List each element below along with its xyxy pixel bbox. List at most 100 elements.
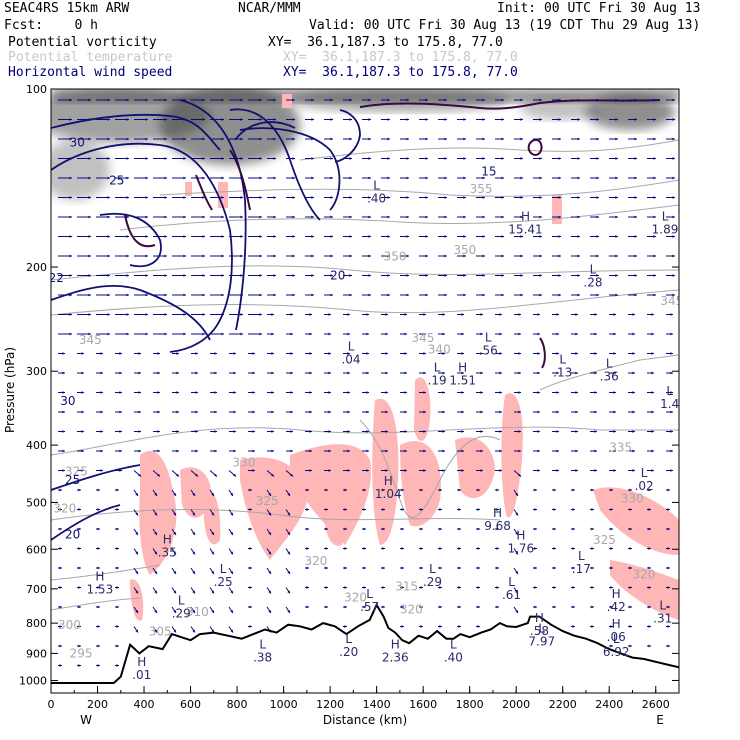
wind-arrowhead [572, 605, 575, 609]
wind-arrowhead [553, 508, 556, 511]
wind-arrowhead [534, 527, 537, 531]
theta-label: 340 [428, 342, 451, 356]
wind-arrowhead [116, 508, 119, 511]
wind-arrowhead [670, 332, 673, 336]
wind-arrowhead [268, 532, 271, 535]
wind-arrowhead [577, 196, 580, 199]
terrain-line [51, 602, 679, 684]
wind-arrowhead [556, 352, 559, 355]
pv-shading [51, 89, 679, 200]
legend-theta-name: Potential temperature [8, 50, 173, 65]
wind-arrowhead [59, 644, 62, 648]
theta-label: 310 [186, 605, 209, 619]
y-tick-label: 800 [26, 617, 47, 630]
hl-letter: L [259, 637, 266, 651]
wind-arrowhead [240, 118, 243, 121]
wind-arrowhead [176, 352, 179, 355]
wind-arrowhead [183, 137, 186, 141]
wind-arrowhead [442, 469, 445, 472]
wind-arrowhead [202, 313, 205, 316]
wind-arrowhead [252, 371, 255, 375]
wind-arrowhead [211, 512, 214, 516]
wind-arrowhead [458, 547, 461, 550]
wind-arrowhead [591, 527, 594, 531]
wind-arrowhead [442, 332, 445, 336]
y-tick-label: 900 [26, 647, 47, 660]
wind-arrowhead [330, 176, 333, 180]
forecast-hour: Fcst: 0 h [4, 18, 98, 33]
wind-arrowhead [553, 605, 556, 609]
wind-arrowhead [632, 371, 635, 375]
wind-arrowhead [420, 527, 423, 531]
wind-arrowhead [100, 410, 103, 414]
wind-arrowhead [401, 488, 404, 492]
wind-arrowhead [309, 352, 312, 355]
wind-arrowhead [439, 625, 442, 628]
wind-arrowhead [480, 313, 483, 316]
y-tick-label: 300 [26, 365, 47, 378]
wind-arrowhead [116, 625, 119, 628]
theta-label: 320 [305, 554, 328, 568]
wind-arrowhead [385, 313, 388, 316]
wind-arrowhead [145, 196, 148, 199]
wind-arrowhead [575, 410, 578, 414]
wind-arrowhead [423, 410, 426, 414]
wind-arrowhead [78, 547, 81, 550]
wind-arrowhead [116, 664, 119, 667]
wind-arrowhead [126, 176, 129, 180]
wind-arrowhead [613, 391, 616, 394]
wind-arrowhead [482, 176, 485, 180]
org-label: NCAR/MMM [238, 1, 301, 16]
wind-arrowhead [135, 571, 138, 574]
wind-arrowhead [420, 566, 423, 570]
theta-label: 325 [593, 533, 616, 547]
wind-arrowhead [477, 625, 480, 628]
hl-value: .19 [428, 374, 447, 388]
wind-arrowhead [233, 371, 236, 375]
wind-arrowhead [59, 488, 62, 492]
hl-letter: L [641, 466, 648, 480]
hl-letter: H [493, 506, 502, 520]
x-tick-label: 1800 [456, 698, 484, 711]
wind-arrowhead [653, 235, 656, 238]
wind-arrowhead [145, 137, 148, 141]
wind-arrowhead [425, 118, 428, 121]
wind-labels: 30 25 22 20 15 30 25 20 [51, 135, 497, 541]
wind-arrowhead [268, 493, 271, 496]
wind-arrowhead [273, 137, 276, 141]
wind-arrowhead [458, 566, 461, 570]
wind-arrowhead [287, 532, 290, 535]
wind-arrowhead [499, 391, 502, 394]
wind-arrowhead [273, 98, 276, 102]
wind-arrowhead [230, 590, 233, 594]
wind-arrowhead [249, 508, 252, 511]
wind-arrowhead [501, 118, 504, 121]
wind-speed-label: 15 [481, 164, 496, 178]
wind-arrowhead [667, 566, 670, 570]
wind-arrowhead [520, 254, 523, 258]
wind-arrowhead [330, 274, 333, 277]
wind-arrowhead [271, 449, 274, 453]
wind-arrowhead [482, 157, 485, 160]
wind-arrowhead [610, 625, 613, 628]
wind-arrowhead [126, 313, 129, 316]
wind-arrowhead [387, 293, 390, 297]
wind-arrowhead [591, 508, 594, 511]
wind-arrowhead [330, 254, 333, 258]
wind-arrowhead [401, 605, 404, 609]
wind-arrowhead [651, 410, 654, 414]
wind-arrowhead [667, 644, 670, 648]
wind-arrowhead [423, 469, 426, 472]
wind-arrowhead [211, 571, 214, 574]
wind-arrowhead [273, 254, 276, 258]
wind-arrowhead [135, 629, 138, 633]
wind-arrowhead [230, 571, 233, 574]
wind-arrowhead [596, 274, 599, 277]
theta-label: 345 [660, 294, 683, 308]
wind-arrowhead [183, 274, 186, 277]
hl-letter: H [384, 474, 393, 488]
wind-arrowhead [347, 469, 350, 472]
wind-arrowhead [596, 215, 599, 219]
wind-arrowhead [553, 527, 556, 531]
wind-arrowhead [458, 488, 461, 492]
